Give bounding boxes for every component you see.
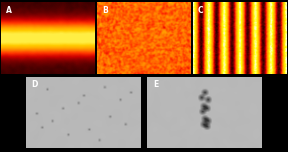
Text: A: A <box>6 6 12 15</box>
Text: C: C <box>198 6 203 15</box>
Text: B: B <box>102 6 108 15</box>
Text: E: E <box>153 80 158 89</box>
Text: D: D <box>32 80 38 89</box>
